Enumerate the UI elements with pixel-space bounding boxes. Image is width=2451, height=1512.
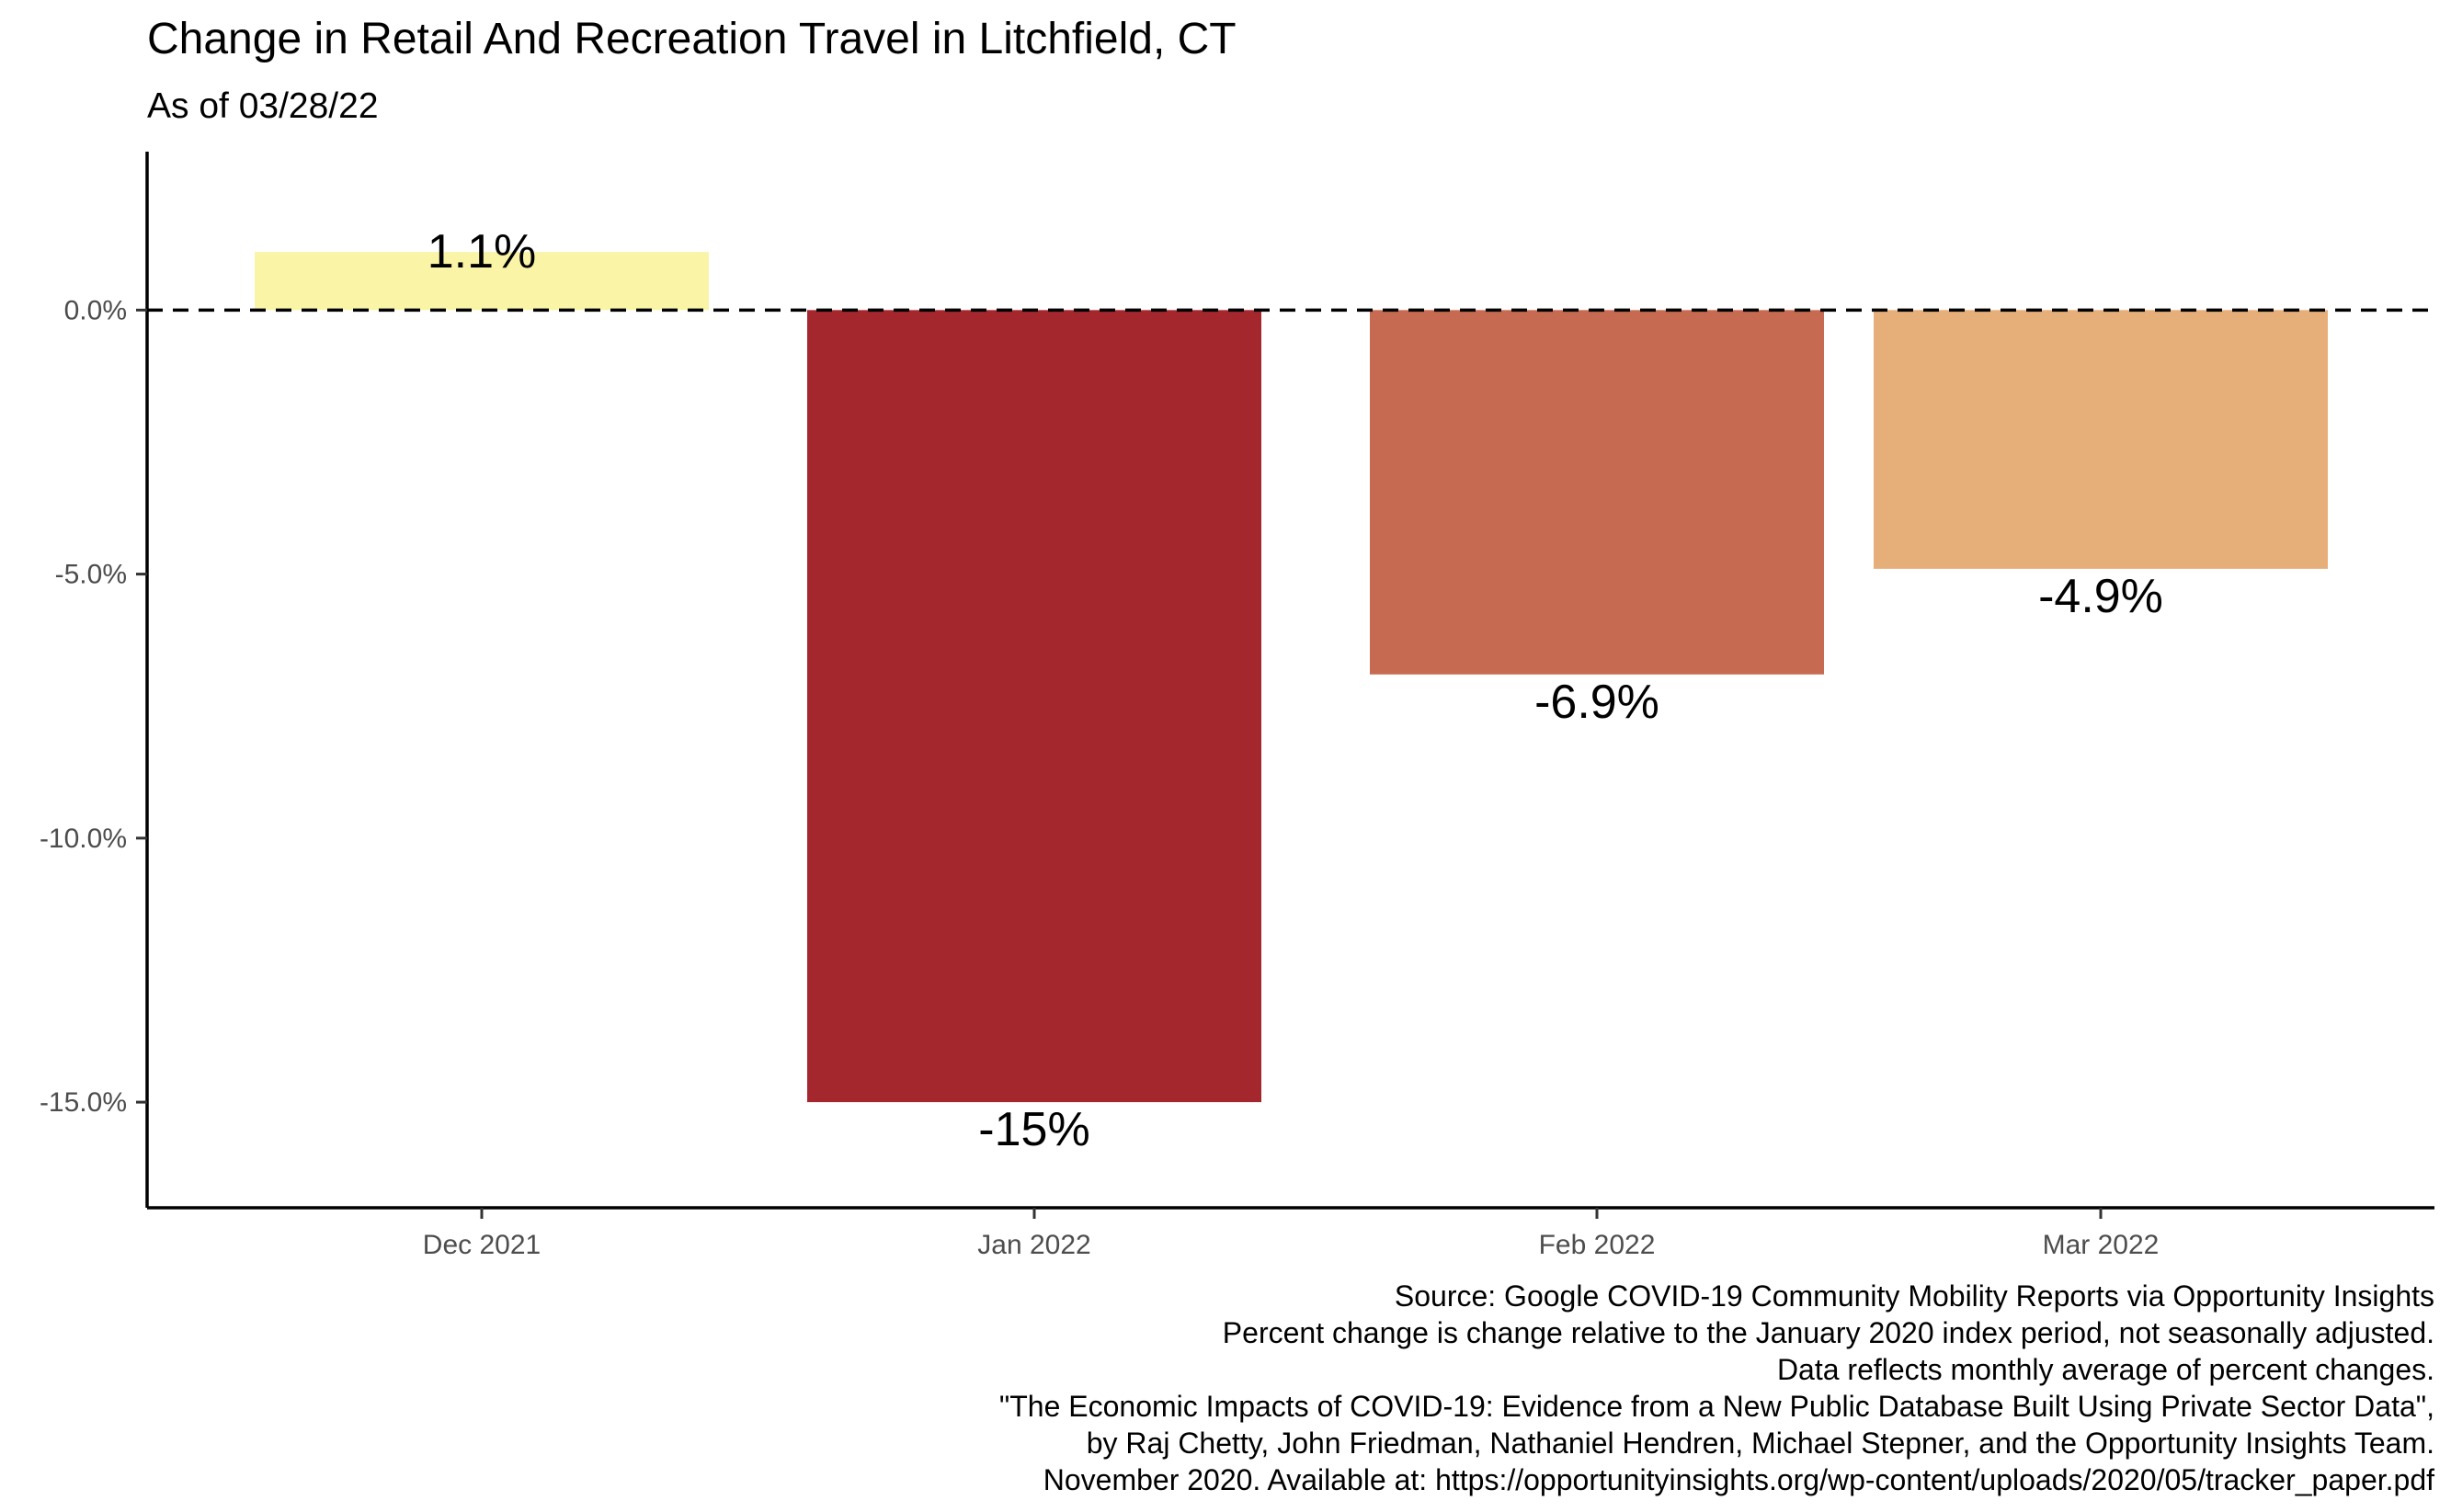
x-tick-label: Feb 2022 — [1539, 1230, 1656, 1260]
bar-mar-2022 — [1874, 310, 2328, 569]
y-tick-label: 0.0% — [64, 295, 127, 325]
caption-line-3: Data reflects monthly average of percent… — [1777, 1353, 2434, 1386]
x-tick-label: Jan 2022 — [977, 1230, 1090, 1260]
data-label-jan-2022: -15% — [978, 1103, 1089, 1156]
caption-line-4: "The Economic Impacts of COVID-19: Evide… — [999, 1390, 2434, 1423]
chart-title: Change in Retail And Recreation Travel i… — [147, 15, 1237, 63]
caption-line-5: by Raj Chetty, John Friedman, Nathaniel … — [1087, 1427, 2434, 1460]
data-label-mar-2022: -4.9% — [2038, 570, 2163, 623]
x-tick-label: Dec 2021 — [423, 1230, 541, 1260]
y-tick-label: -10.0% — [40, 824, 127, 854]
y-tick-label: -15.0% — [40, 1087, 127, 1118]
bar-feb-2022 — [1370, 310, 1824, 675]
y-tick-label: -5.0% — [55, 560, 127, 590]
data-label-dec-2021: 1.1% — [428, 225, 537, 279]
bar-jan-2022 — [807, 310, 1261, 1103]
caption-line-6: November 2020. Available at: https://opp… — [1043, 1463, 2434, 1496]
bar-dec-2021 — [255, 252, 709, 311]
data-labels-group: 1.1% -15% -6.9% -4.9% — [428, 225, 2163, 1156]
bars-group — [255, 252, 2328, 1103]
caption-line-2: Percent change is change relative to the… — [1223, 1316, 2434, 1349]
chart-subtitle: As of 03/28/22 — [147, 86, 379, 126]
x-axis-ticks: Dec 2021 Jan 2022 Feb 2022 Mar 2022 — [423, 1208, 2160, 1260]
caption-line-1: Source: Google COVID-19 Community Mobili… — [1395, 1279, 2434, 1313]
x-tick-label: Mar 2022 — [2043, 1230, 2160, 1260]
y-axis-ticks: 0.0% -5.0% -10.0% -15.0% — [40, 295, 147, 1118]
data-label-feb-2022: -6.9% — [1534, 676, 1659, 729]
chart-caption: Source: Google COVID-19 Community Mobili… — [999, 1279, 2434, 1496]
